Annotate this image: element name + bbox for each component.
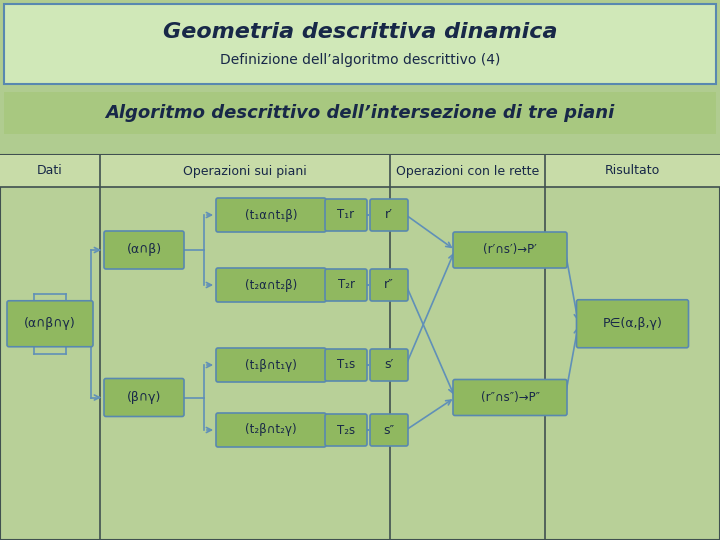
FancyBboxPatch shape <box>577 300 688 348</box>
Text: Geometria descrittiva dinamica: Geometria descrittiva dinamica <box>163 22 557 42</box>
Text: (t₂β∩t₂γ): (t₂β∩t₂γ) <box>246 423 297 436</box>
Text: Operazioni con le rette: Operazioni con le rette <box>396 165 539 178</box>
Text: (α∩β∩γ): (α∩β∩γ) <box>24 317 76 330</box>
Bar <box>4 4 716 84</box>
FancyBboxPatch shape <box>216 413 326 447</box>
FancyBboxPatch shape <box>216 198 326 232</box>
Text: T₁s: T₁s <box>337 359 355 372</box>
Text: s″: s″ <box>384 423 395 436</box>
Text: T₂s: T₂s <box>337 423 355 436</box>
Text: r″: r″ <box>384 279 394 292</box>
Text: (t₂α∩t₂β): (t₂α∩t₂β) <box>245 279 297 292</box>
FancyBboxPatch shape <box>216 348 326 382</box>
Text: T₁r: T₁r <box>338 208 354 221</box>
Text: T₂r: T₂r <box>338 279 354 292</box>
Text: (t₁β∩t₁γ): (t₁β∩t₁γ) <box>245 359 297 372</box>
Text: (t₁α∩t₁β): (t₁α∩t₁β) <box>245 208 297 221</box>
FancyBboxPatch shape <box>325 349 367 381</box>
Text: (α∩β): (α∩β) <box>127 244 161 256</box>
Bar <box>0 155 720 540</box>
Text: s′: s′ <box>384 359 394 372</box>
Text: Algoritmo descrittivo dell’intersezione di tre piani: Algoritmo descrittivo dell’intersezione … <box>105 104 615 122</box>
Bar <box>0 155 720 187</box>
FancyBboxPatch shape <box>370 349 408 381</box>
Text: Dati: Dati <box>37 165 63 178</box>
FancyBboxPatch shape <box>104 379 184 416</box>
Text: (r′∩s′)→P′: (r′∩s′)→P′ <box>483 244 537 256</box>
Text: (r″∩s″)→P″: (r″∩s″)→P″ <box>480 391 539 404</box>
FancyBboxPatch shape <box>370 269 408 301</box>
FancyBboxPatch shape <box>325 269 367 301</box>
FancyBboxPatch shape <box>370 199 408 231</box>
Text: Definizione dell’algoritmo descrittivo (4): Definizione dell’algoritmo descrittivo (… <box>220 53 500 67</box>
Text: Risultato: Risultato <box>605 165 660 178</box>
Text: P∈(α,β,γ): P∈(α,β,γ) <box>603 317 662 330</box>
Bar <box>4 92 716 134</box>
FancyBboxPatch shape <box>216 268 326 302</box>
Text: Operazioni sui piani: Operazioni sui piani <box>183 165 307 178</box>
FancyBboxPatch shape <box>325 199 367 231</box>
FancyBboxPatch shape <box>7 301 93 347</box>
FancyBboxPatch shape <box>453 232 567 268</box>
FancyBboxPatch shape <box>104 231 184 269</box>
FancyBboxPatch shape <box>325 414 367 446</box>
Text: r′: r′ <box>385 208 393 221</box>
FancyBboxPatch shape <box>453 380 567 415</box>
FancyBboxPatch shape <box>370 414 408 446</box>
Text: (β∩γ): (β∩γ) <box>127 391 161 404</box>
